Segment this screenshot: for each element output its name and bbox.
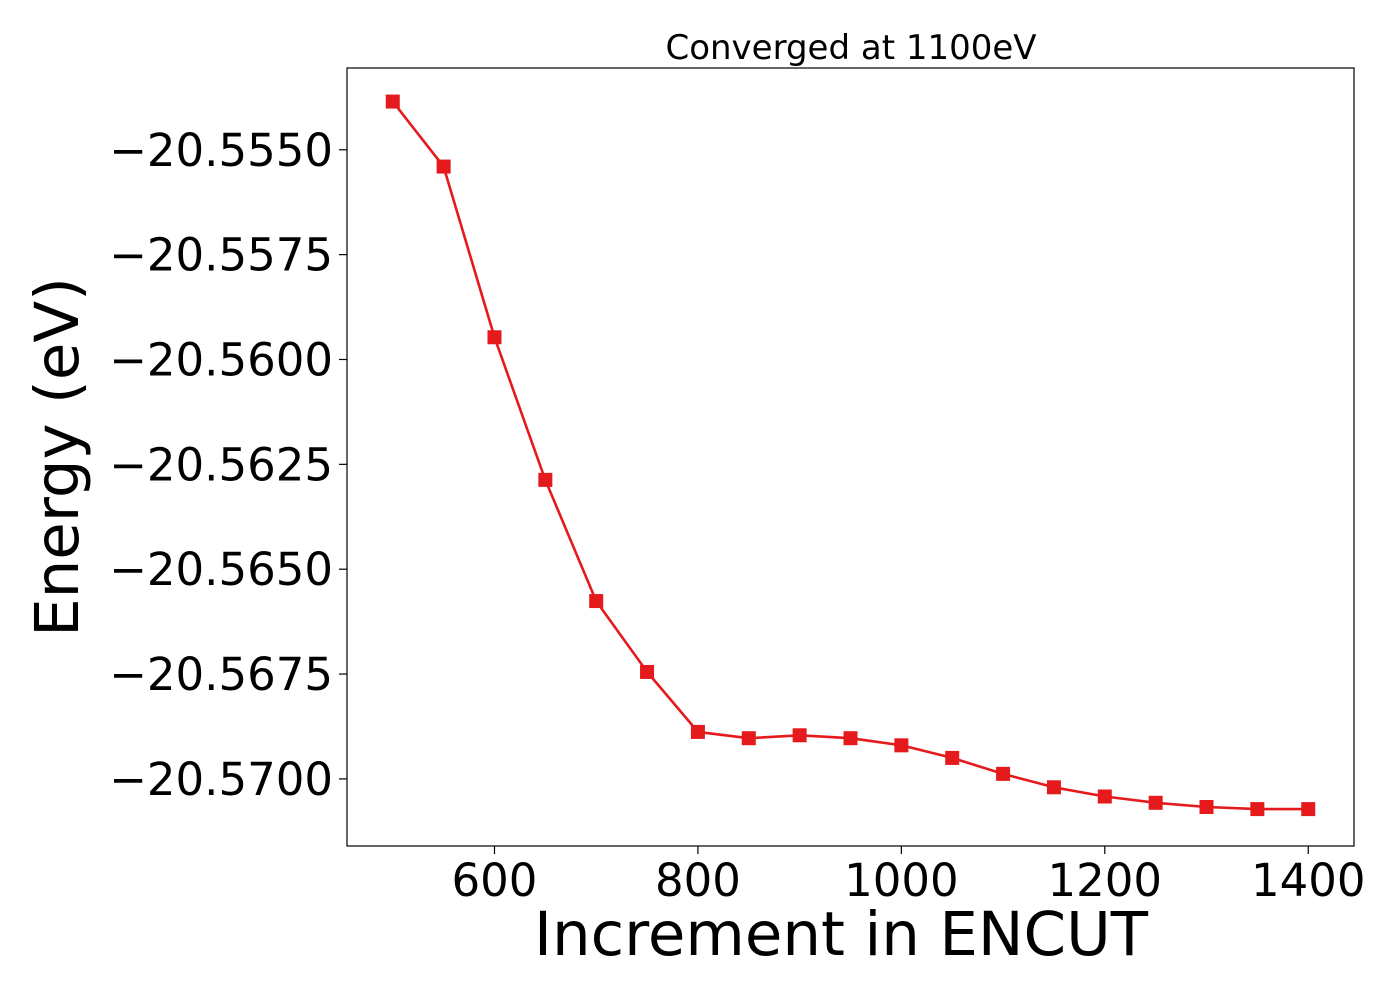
data-point: [1250, 802, 1265, 817]
x-axis-ticks: 600 800 1000 1200 1400: [452, 846, 1366, 907]
data-point: [1097, 789, 1112, 804]
data-point: [945, 750, 960, 765]
data-point: [1301, 802, 1316, 817]
x-tick-label: 600: [452, 854, 538, 907]
data-point: [487, 330, 502, 345]
data-point: [894, 738, 909, 753]
energy-series-line: [391, 100, 1309, 811]
data-point: [589, 594, 604, 609]
data-point: [640, 664, 655, 679]
plot-frame: [346, 67, 1355, 847]
y-tick-label: −20.5600: [109, 333, 333, 386]
energy-series-markers: [385, 94, 1316, 817]
x-axis-label: Increment in ENCUT: [534, 899, 1149, 970]
x-tick-label: 800: [655, 854, 741, 907]
data-point: [1046, 780, 1061, 795]
y-tick-label: −20.5650: [109, 543, 333, 596]
data-point: [385, 94, 400, 109]
data-point: [538, 472, 553, 487]
data-point: [436, 159, 451, 174]
x-tick-label: 1000: [844, 854, 959, 907]
data-point: [792, 728, 807, 743]
y-tick-label: −20.5700: [109, 753, 333, 806]
y-tick-label: −20.5575: [109, 229, 333, 282]
data-point: [843, 731, 858, 746]
y-tick-label: −20.5625: [109, 438, 333, 491]
chart-title: Converged at 1100eV: [665, 28, 1036, 68]
data-point: [996, 766, 1011, 781]
data-point: [1199, 799, 1214, 814]
x-tick-label: 1200: [1048, 854, 1163, 907]
data-point: [1148, 795, 1163, 810]
y-tick-label: −20.5550: [109, 124, 333, 177]
y-axis-label: Energy (eV): [22, 277, 93, 637]
y-axis-ticks: −20.5550 −20.5575 −20.5600 −20.5625 −20.5650…: [109, 124, 347, 806]
x-tick-label: 1400: [1251, 854, 1366, 907]
y-tick-label: −20.5675: [109, 648, 333, 701]
data-point: [690, 724, 705, 739]
data-point: [741, 731, 756, 746]
